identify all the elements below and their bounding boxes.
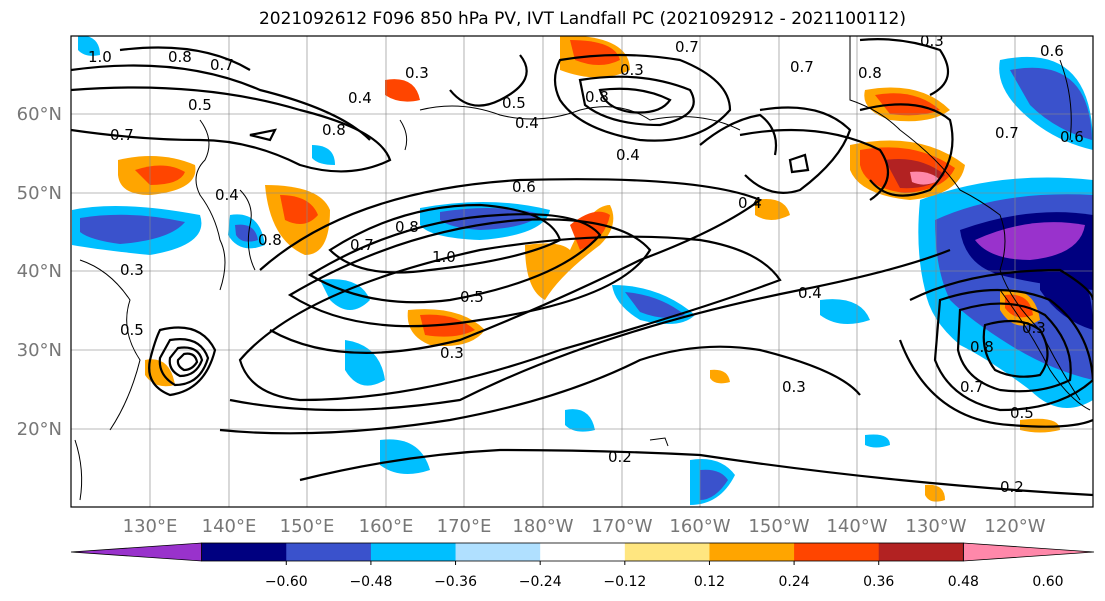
contour-label: 0.3 [920, 32, 944, 50]
contour-label: 0.5 [188, 96, 212, 114]
contour-label: 0.3 [782, 378, 806, 396]
colorbar-segment [794, 543, 880, 561]
lon-label: 160°W [669, 516, 730, 537]
contour-label: 0.4 [348, 89, 372, 107]
contour-label: 0.8 [168, 48, 192, 66]
contour-label-group: 1.0 0.8 0.7 0.5 0.7 0.4 0.8 0.3 0.7 0.3 … [88, 32, 1084, 496]
contour-label: 0.5 [1010, 404, 1034, 422]
colorbar-extend-high [962, 542, 1095, 562]
colorbar-segment [286, 543, 372, 561]
colorbar-tick-label: −0.24 [519, 574, 562, 590]
contour-label: 0.7 [350, 236, 374, 254]
colorbar-segment [455, 543, 541, 561]
colorbar-tick-label: 0.24 [779, 574, 810, 590]
colorbar-labels: −0.60 −0.48 −0.36 −0.24 −0.12 0.12 0.24 … [265, 574, 1064, 590]
contour-label: 0.4 [215, 186, 239, 204]
contour-label: 0.3 [620, 61, 644, 79]
colorbar-segment [878, 543, 964, 561]
colorbar-segment [624, 543, 710, 561]
lat-label: 20°N [17, 419, 62, 440]
colorbar-tick-label: −0.12 [603, 574, 646, 590]
contour-label: 0.4 [616, 146, 640, 164]
colorbar-tick-label: −0.60 [265, 574, 308, 590]
contour-label: 0.2 [608, 448, 632, 466]
lon-label: 170°W [591, 516, 652, 537]
lat-label: 30°N [17, 340, 62, 361]
contour-label: 0.3 [405, 64, 429, 82]
contour-label: 0.2 [1000, 478, 1024, 496]
latitude-labels: 60°N 50°N 40°N 30°N 20°N [17, 104, 62, 440]
lon-label: 150°W [748, 516, 809, 537]
contour-label: 0.5 [502, 94, 526, 112]
contour-label: 0.8 [395, 218, 419, 236]
colorbar-tick-label: −0.36 [434, 574, 477, 590]
contour-label: 1.0 [432, 248, 456, 266]
colorbar-tick-label: −0.48 [349, 574, 392, 590]
colorbar-segment [709, 543, 795, 561]
lon-label: 140°W [826, 516, 887, 537]
lon-label: 160°E [359, 516, 414, 537]
contour-label: 0.3 [440, 344, 464, 362]
colorbar-tick-label: 0.48 [948, 574, 979, 590]
contour-label: 0.6 [1060, 128, 1084, 146]
contour-label: 0.3 [1022, 319, 1046, 337]
contour-label: 0.7 [210, 56, 234, 74]
lon-label: 180°W [512, 516, 573, 537]
contour-label: 0.6 [512, 178, 536, 196]
longitude-labels: 130°E 140°E 150°E 160°E 170°E 180°W 170°… [123, 516, 1046, 537]
contour-label: 0.4 [798, 284, 822, 302]
lat-label: 40°N [17, 261, 62, 282]
colorbar-segment [540, 543, 626, 561]
contour-label: 1.0 [88, 48, 112, 66]
lon-label: 170°E [437, 516, 492, 537]
contour-label: 0.4 [515, 114, 539, 132]
contour-label: 0.7 [960, 378, 984, 396]
contour-label: 0.7 [995, 124, 1019, 142]
colorbar-outline [201, 542, 964, 562]
map-frame [70, 35, 1094, 508]
contour-label: 0.6 [1040, 42, 1064, 60]
lon-label: 150°E [280, 516, 335, 537]
contour-label: 0.4 [738, 194, 762, 212]
colorbar-segment [370, 543, 457, 561]
contour-label: 0.3 [120, 261, 144, 279]
contour-label: 0.5 [460, 288, 484, 306]
lon-label: 130°W [905, 516, 966, 537]
map-title: 2021092612 F096 850 hPa PV, IVT Landfall… [258, 9, 906, 29]
lon-label: 140°E [202, 516, 257, 537]
contour-label: 0.7 [675, 38, 699, 56]
colorbar [70, 542, 1095, 565]
colorbar-extend-low [70, 542, 203, 562]
colorbar-tick-label: 0.12 [694, 574, 725, 590]
contour-label: 0.8 [258, 231, 282, 249]
contour-label: 0.7 [110, 126, 134, 144]
contour-label: 0.8 [970, 338, 994, 356]
lat-label: 60°N [17, 104, 62, 125]
colorbar-tick-label: 0.60 [1032, 574, 1063, 590]
contour-label: 0.8 [585, 88, 609, 106]
colorbar-segment [201, 543, 287, 561]
lat-label: 50°N [17, 183, 62, 204]
contour-label: 0.5 [120, 321, 144, 339]
colorbar-tick-label: 0.36 [863, 574, 894, 590]
lon-label: 120°W [984, 516, 1045, 537]
lon-label: 130°E [123, 516, 178, 537]
graticule [71, 36, 1093, 507]
contour-label: 0.8 [858, 64, 882, 82]
contour-label: 0.7 [790, 58, 814, 76]
contour-label: 0.8 [322, 121, 346, 139]
